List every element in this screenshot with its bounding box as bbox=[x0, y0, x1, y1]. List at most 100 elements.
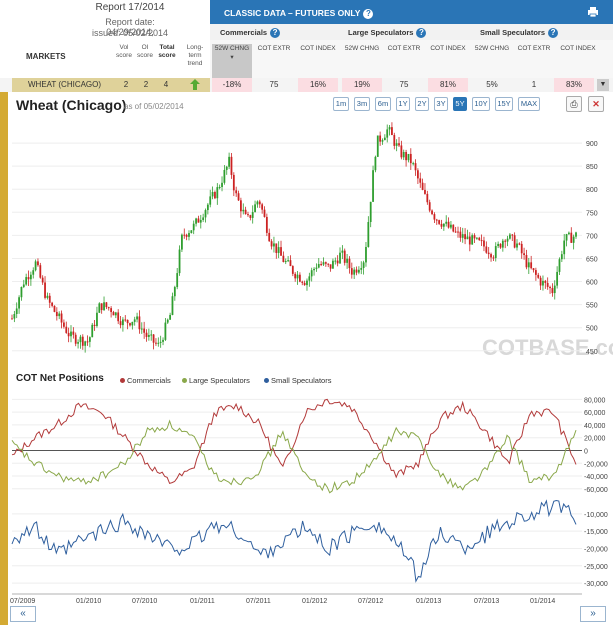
candle-body bbox=[289, 260, 292, 267]
candle-body bbox=[103, 302, 105, 311]
candle-body bbox=[60, 313, 63, 323]
candle-body bbox=[53, 305, 56, 312]
candle-body bbox=[523, 253, 525, 255]
candle-body bbox=[572, 236, 575, 243]
candle-body bbox=[221, 182, 223, 188]
candle-body bbox=[202, 217, 205, 220]
large-cot-extr: 75 bbox=[399, 80, 409, 89]
candle-body bbox=[398, 143, 400, 146]
candle-body bbox=[546, 282, 549, 287]
candle-body bbox=[70, 331, 72, 337]
candle-body bbox=[298, 274, 301, 282]
close-icon[interactable]: ✕ bbox=[588, 96, 604, 112]
range-5y-button[interactable]: 5Y bbox=[453, 97, 467, 111]
x-tick-label: 07/2011 bbox=[246, 598, 271, 605]
col-header-comm-extr[interactable]: COT EXTR bbox=[257, 45, 291, 52]
range-3m-button[interactable]: 3m bbox=[354, 97, 370, 111]
candle-body bbox=[383, 137, 386, 141]
candle-body bbox=[176, 273, 179, 288]
range-6m-button[interactable]: 6m bbox=[375, 97, 391, 111]
candle-body bbox=[492, 257, 495, 259]
candle-body bbox=[124, 319, 127, 321]
col-header-large-index[interactable]: COT INDEX bbox=[430, 45, 466, 52]
candle-body bbox=[520, 243, 523, 254]
candle-body bbox=[287, 260, 290, 262]
candle-body bbox=[412, 163, 415, 165]
candle-body bbox=[114, 312, 117, 316]
candle-body bbox=[341, 250, 344, 253]
candle-body bbox=[55, 311, 58, 317]
candle-body bbox=[211, 192, 214, 197]
col-header-large-extr[interactable]: COT EXTR bbox=[387, 45, 421, 52]
report-date: Report date: 04/29/2014, bbox=[105, 17, 155, 37]
range-1m-button[interactable]: 1m bbox=[333, 97, 349, 111]
oi-score-header: OI score bbox=[137, 44, 153, 59]
candle-body bbox=[18, 297, 20, 309]
legend-commercials[interactable]: Commercials bbox=[120, 376, 171, 385]
col-header-small-index[interactable]: COT INDEX bbox=[560, 45, 596, 52]
range-10y-button[interactable]: 10Y bbox=[472, 97, 490, 111]
candle-body bbox=[310, 270, 313, 277]
legend-dot-icon bbox=[120, 378, 125, 383]
market-cell[interactable]: WHEAT (CHICAGO) 2 2 4 bbox=[12, 78, 210, 92]
range-3y-button[interactable]: 3Y bbox=[434, 97, 448, 111]
candle-body bbox=[159, 341, 162, 343]
print-icon[interactable] bbox=[587, 6, 599, 18]
candle-body bbox=[145, 332, 148, 337]
candle-body bbox=[433, 214, 436, 220]
candle-body bbox=[249, 215, 252, 218]
candle-body bbox=[504, 240, 507, 242]
range-2y-button[interactable]: 2Y bbox=[415, 97, 429, 111]
cot-tick-label: -60,000 bbox=[584, 487, 608, 494]
scroll-left-button[interactable]: « bbox=[10, 606, 36, 622]
candle-body bbox=[237, 193, 240, 201]
candle-body bbox=[334, 260, 337, 262]
small-tick-label: -20,000 bbox=[584, 546, 608, 553]
candle-body bbox=[88, 337, 91, 342]
chevron-down-icon[interactable]: ▼ bbox=[597, 79, 609, 91]
col-header-large-52w[interactable]: 52W CHNG bbox=[344, 45, 380, 52]
col-header-small-extr[interactable]: COT EXTR bbox=[517, 45, 551, 52]
x-tick-label: 01/2014 bbox=[530, 598, 555, 605]
candle-body bbox=[129, 323, 131, 326]
cot-tick-label: 80,000 bbox=[584, 397, 606, 404]
candle-body bbox=[27, 277, 30, 280]
legend-large-speculators[interactable]: Large Speculators bbox=[182, 376, 250, 385]
candle-body bbox=[32, 270, 35, 275]
candle-body bbox=[39, 265, 42, 278]
candle-body bbox=[122, 319, 124, 326]
price-tick-label: 600 bbox=[586, 280, 598, 287]
help-icon[interactable]: ? bbox=[416, 28, 427, 38]
col-header-comm-52w[interactable]: 52W CHNG ▾ bbox=[212, 44, 252, 78]
candle-body bbox=[544, 280, 547, 283]
help-icon[interactable]: ? bbox=[363, 9, 374, 19]
group-large-speculators: Large Speculators? bbox=[348, 28, 427, 38]
small-tick-label: -15,000 bbox=[584, 529, 608, 536]
candle-body bbox=[100, 303, 103, 311]
candle-body bbox=[506, 238, 509, 242]
candle-body bbox=[372, 170, 374, 202]
range-max-button[interactable]: MAX bbox=[518, 97, 540, 111]
x-tick-label: 01/2010 bbox=[76, 598, 101, 605]
watermark-logo: COTBASE.com bbox=[482, 335, 613, 360]
candle-body bbox=[428, 202, 431, 211]
candle-body bbox=[365, 246, 367, 263]
candle-body bbox=[475, 237, 478, 239]
x-tick-label: 01/2012 bbox=[302, 598, 327, 605]
scroll-right-button[interactable]: » bbox=[580, 606, 606, 622]
range-1y-button[interactable]: 1Y bbox=[396, 97, 410, 111]
range-15y-button[interactable]: 15Y bbox=[495, 97, 513, 111]
help-icon[interactable]: ? bbox=[548, 28, 559, 38]
help-icon[interactable]: ? bbox=[270, 28, 281, 38]
table-row[interactable]: WHEAT (CHICAGO) 2 2 4 -18% 75 16% 19% 75… bbox=[0, 78, 613, 92]
banner-title: CLASSIC DATA – FUTURES ONLY bbox=[224, 8, 361, 18]
legend-small-speculators[interactable]: Small Speculators bbox=[264, 376, 331, 385]
candle-body bbox=[450, 224, 452, 228]
col-header-small-52w[interactable]: 52W CHNG bbox=[474, 45, 510, 52]
print-icon[interactable]: ⎙ bbox=[566, 96, 582, 112]
candle-body bbox=[471, 235, 474, 245]
candle-body bbox=[534, 270, 537, 275]
col-header-comm-index[interactable]: COT INDEX bbox=[300, 45, 336, 52]
candle-body bbox=[329, 264, 332, 269]
